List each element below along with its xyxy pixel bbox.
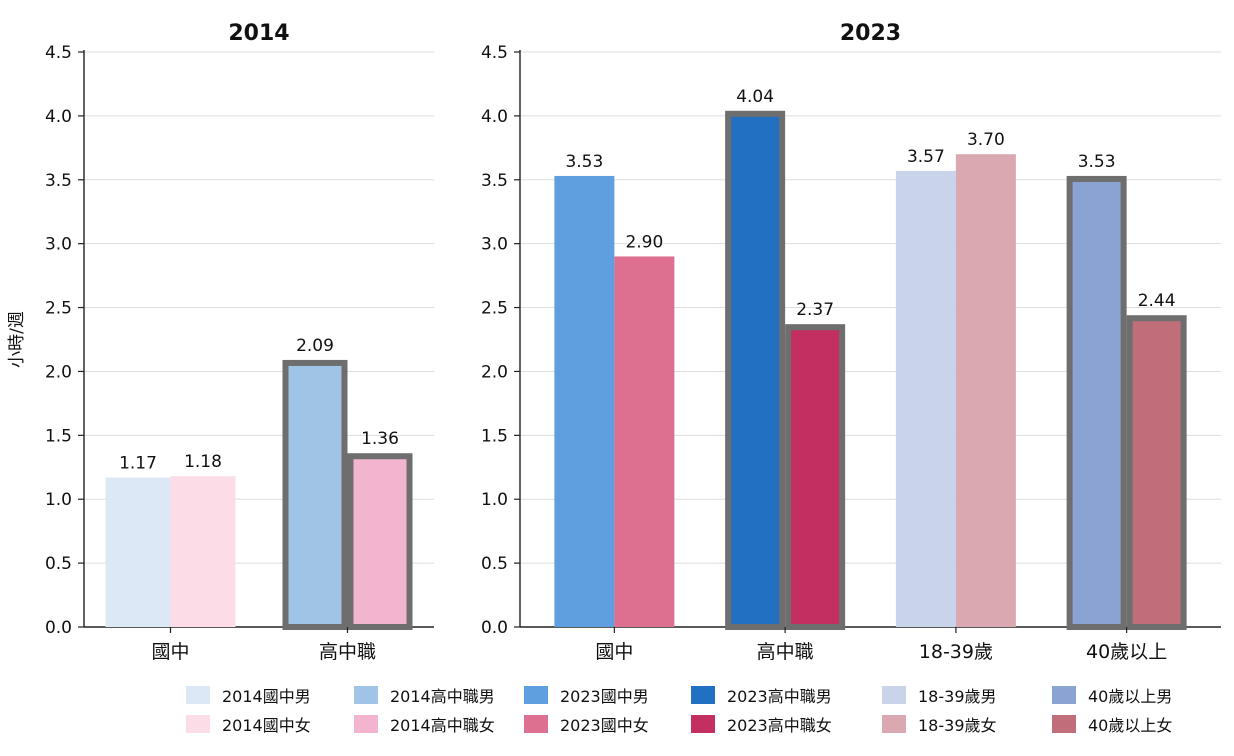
y-tick-label: 3.5 [45,171,72,191]
y-tick-label: 2.5 [45,299,72,319]
legend-label: 2014高中職女 [390,716,495,735]
legend-swatch [524,686,548,704]
x-tick-label: 高中職 [757,641,814,663]
legend-swatch [354,686,378,704]
bar-2023高中職女 [785,324,846,630]
y-tick-label: 2.0 [481,362,508,382]
bar-2023國中女 [614,256,675,627]
bar-18-39歲男 [895,170,956,628]
chart-title: 2023 [840,21,901,46]
legend-item: 40歲以上男 [1052,684,1172,706]
y-tick-label: 0.0 [481,618,508,638]
legend-label: 18-39歲女 [918,716,997,735]
legend-item: 2023國中男 [524,684,649,706]
bar-18-39歲女 [955,154,1016,627]
legend-label: 40歲以上女 [1088,716,1173,735]
y-tick-label: 4.5 [45,43,72,63]
y-tick-label: 1.0 [45,490,72,510]
legend-label: 2023國中男 [560,687,649,706]
legend-swatch [1052,686,1076,704]
y-axis-label: 小時/週 [7,311,27,368]
legend-label: 2023高中職女 [727,716,832,735]
x-tick-label: 國中 [595,641,633,663]
legend-item: 18-39歲女 [882,713,997,735]
legend-label: 2014國中女 [222,716,311,735]
legend-label: 2014國中男 [222,687,311,706]
data-label: 3.53 [1078,152,1116,172]
y-tick-label: 3.0 [45,235,72,255]
bar-2014國中男 [105,477,171,627]
data-label: 2.37 [796,300,834,320]
data-label: 2.09 [296,336,334,356]
y-tick-label: 0.0 [45,618,72,638]
data-label: 2.44 [1138,291,1176,311]
legend-item: 2023國中女 [524,713,649,735]
y-tick-label: 3.0 [481,235,508,255]
y-tick-label: 2.5 [481,299,508,319]
bar-40歲以上男 [1066,175,1127,630]
bar-2014高中職女 [347,453,413,630]
bar-40歲以上女 [1126,315,1187,630]
data-label: 1.36 [361,429,399,449]
bar-2023國中男 [554,175,615,627]
legend-swatch [186,686,210,704]
y-tick-label: 2.0 [45,362,72,382]
data-label: 4.04 [736,87,774,107]
legend-item: 40歲以上女 [1052,713,1172,735]
y-tick-label: 3.5 [481,171,508,191]
y-tick-label: 0.5 [481,554,508,574]
data-label: 3.70 [967,130,1005,150]
legend-item: 2014國中男 [186,684,311,706]
data-label: 2.90 [625,232,663,252]
y-tick-label: 0.5 [45,554,72,574]
data-label: 3.53 [565,152,603,172]
legend-item: 18-39歲男 [882,684,997,706]
legend-label: 2014高中職男 [390,687,495,706]
x-tick-label: 高中職 [319,641,376,663]
bar-2014高中職男 [282,359,348,630]
y-tick-label: 1.0 [481,490,508,510]
legend-swatch [354,715,378,733]
legend-swatch [186,715,210,733]
x-tick-label: 國中 [151,641,189,663]
data-label: 3.57 [907,147,945,167]
bar-2014國中女 [170,476,236,627]
x-tick-label: 40歲以上 [1086,641,1167,663]
y-tick-label: 4.0 [481,107,508,127]
data-label: 1.18 [184,452,222,472]
legend-swatch [524,715,548,733]
legend-label: 18-39歲男 [918,687,997,706]
legend-swatch [691,715,715,733]
y-tick-label: 1.5 [481,426,508,446]
legend-label: 2023高中職男 [727,687,832,706]
legend-swatch [691,686,715,704]
legend-item: 2014高中職男 [354,684,495,706]
chart-legend: 2014國中男 2014國中女 2014高中職男 2014高中職女 2023國中男 202… [186,684,1186,744]
legend-item: 2014高中職女 [354,713,495,735]
data-label: 1.17 [119,454,157,474]
legend-item: 2023高中職女 [691,713,832,735]
legend-swatch [882,715,906,733]
bar-chart: 0.0 0.5 1.0 1.5 2.0 2.5 3.0 3.5 4.0 4.5 2014 小時/週 1.… [7,21,1221,663]
legend-item: 2023高中職男 [691,684,832,706]
legend-swatch [1052,715,1076,733]
legend-label: 2023國中女 [560,716,649,735]
legend-swatch [882,686,906,704]
chart-title: 2014 [228,21,289,46]
x-tick-label: 18-39歲 [919,641,993,663]
y-tick-label: 4.5 [481,43,508,63]
legend-label: 40歲以上男 [1088,687,1173,706]
bar-2023高中職男 [725,110,786,631]
legend-item: 2014國中女 [186,713,311,735]
y-tick-label: 1.5 [45,426,72,446]
y-tick-label: 4.0 [45,107,72,127]
